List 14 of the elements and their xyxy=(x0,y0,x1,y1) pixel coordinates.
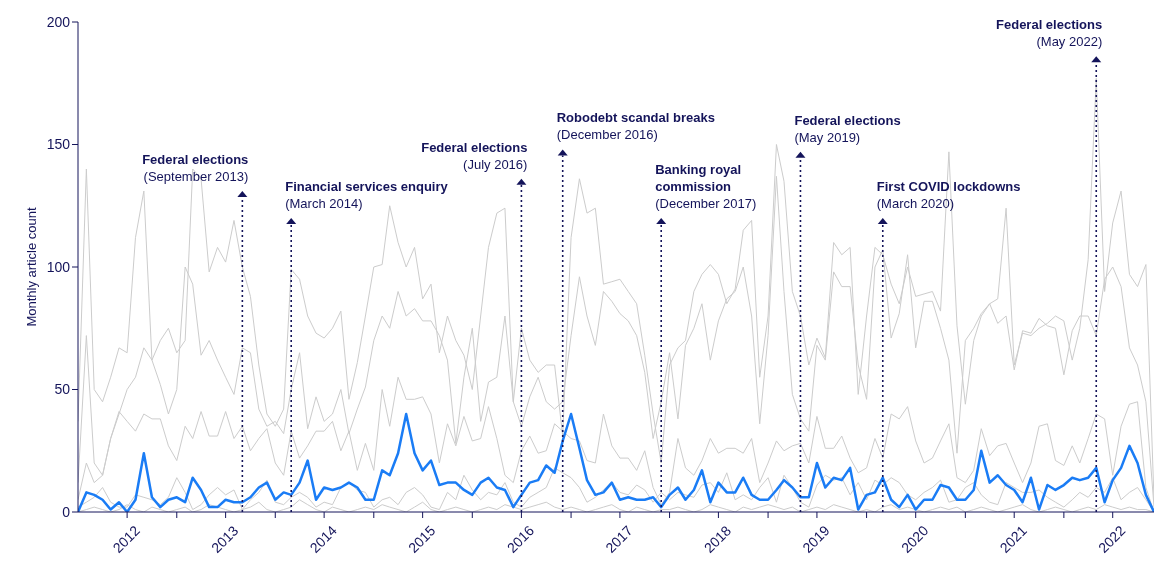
ref-line-label: Federal elections (September 2013) xyxy=(142,152,249,185)
ref-line-label: Federal elections (May 2019) xyxy=(794,112,901,145)
y-tick-label: 100 xyxy=(46,258,71,275)
ref-line-label: Financial services enquiry (March 2014) xyxy=(285,179,449,211)
y-tick-label: 150 xyxy=(46,136,71,153)
y-tick-label: 50 xyxy=(54,381,71,398)
y-tick-label: 200 xyxy=(46,13,71,30)
ref-line-label: First COVID lockdowns (March 2020) xyxy=(876,179,1021,211)
ref-line-label: Banking royal commission (December 2017) xyxy=(655,162,757,211)
y-axis-title: Monthly article count xyxy=(23,207,39,327)
legend-label: Federal elections (July 2016) xyxy=(421,139,528,172)
y-tick-label: 0 xyxy=(62,503,71,520)
ref-line-label: Federal elections (May 2022) xyxy=(996,17,1103,50)
ref-line-label: Robodebt scandal breaks (December 2016) xyxy=(556,110,715,143)
